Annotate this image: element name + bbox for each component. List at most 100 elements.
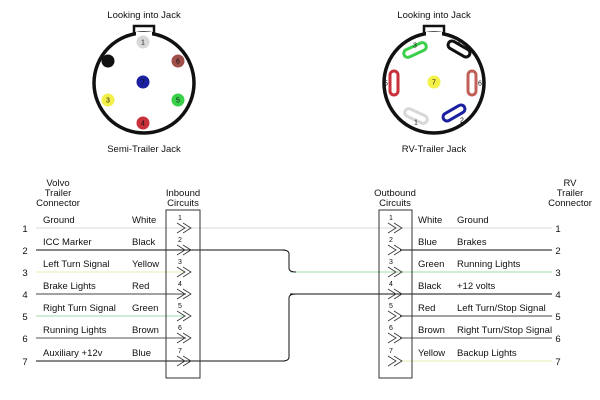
pin-4 — [136, 116, 150, 130]
circuit-chevron — [176, 310, 192, 322]
jack-heading: Looking into Jack — [397, 10, 471, 21]
right-pin-number: 1 — [555, 224, 560, 235]
circuit-chevron — [387, 244, 403, 256]
left-circuit-label: ICC Marker — [43, 237, 92, 248]
inbound-row-4: 4 Brake Lights Red 4 — [22, 281, 192, 301]
circuit-chevron — [387, 332, 403, 344]
pin-number: 5 — [384, 81, 388, 88]
right-wire-color: Black — [418, 281, 441, 292]
circuit-chevron — [176, 222, 192, 234]
pin-3 — [402, 41, 428, 59]
outbound-row-7: 7 Yellow Backup Lights 7 — [387, 348, 561, 368]
pin-number: 6 — [478, 81, 482, 88]
pin-1 — [403, 107, 429, 125]
right-circuit-label: +12 volts — [457, 281, 496, 292]
right-wire-color: Yellow — [418, 348, 445, 359]
left-pin-number: 5 — [22, 312, 27, 323]
outbound-circuit-number: 6 — [389, 325, 393, 332]
pin-number: 3 — [413, 43, 417, 50]
right-circuit-label: Running Lights — [457, 259, 521, 270]
pin-6 — [466, 69, 478, 97]
pin-4 — [446, 39, 472, 59]
right-pin-number: 2 — [555, 246, 560, 257]
left-pin-number: 3 — [22, 268, 27, 279]
pin-number: 3 — [106, 98, 110, 105]
outbound-circuit-number: 4 — [389, 281, 393, 288]
inbound-circuit-number: 3 — [178, 259, 182, 266]
cross-connection-7-to-4 — [281, 293, 297, 362]
inbound-circuit-number: 5 — [178, 303, 182, 310]
right-circuit-label: Right Turn/Stop Signal — [457, 325, 552, 336]
pin-number: 5 — [176, 98, 180, 105]
inbound-row-6: 6 Running Lights Brown 6 — [22, 325, 192, 345]
right-pin-number: 5 — [555, 312, 560, 323]
inbound-box-title: Circuits — [167, 198, 199, 209]
right-connector-title: Trailer — [557, 188, 584, 199]
left-wire-color: Green — [132, 303, 158, 314]
pin-2 — [441, 103, 467, 123]
right-circuit-label: Brakes — [457, 237, 487, 248]
inbound-circuit-number: 1 — [178, 215, 182, 222]
circuit-chevron — [176, 355, 192, 367]
right-wire-color: Brown — [418, 325, 445, 336]
outbound-row-1: 1 White Ground 1 — [387, 215, 561, 235]
right-connector-title: RV — [563, 178, 577, 189]
right-wire-color: Green — [418, 259, 444, 270]
right-circuit-label: Ground — [457, 215, 489, 226]
pin-number: 7 — [432, 80, 436, 87]
outbound-circuit-number: 2 — [389, 237, 393, 244]
jack-caption: RV-Trailer Jack — [402, 144, 467, 155]
outbound-circuit-number: 5 — [389, 303, 393, 310]
circuit-chevron — [387, 222, 403, 234]
circuit-chevron — [387, 355, 403, 367]
pin-number: 7 — [141, 80, 145, 87]
left-pin-number: 4 — [22, 290, 27, 301]
outbound-circuits-box — [378, 209, 413, 379]
outbound-row-3: 3 Green Running Lights 3 — [290, 259, 561, 279]
circuit-chevron — [387, 310, 403, 322]
right-circuit-label: Left Turn/Stop Signal — [457, 303, 546, 314]
left-wire-color: Red — [132, 281, 149, 292]
pin-number: 1 — [141, 40, 145, 47]
pin-6 — [171, 54, 185, 68]
pin-number: 2 — [106, 59, 110, 66]
outbound-box-title: Circuits — [379, 198, 411, 209]
circuit-chevron — [176, 288, 192, 300]
left-wire-color: Blue — [132, 348, 151, 359]
inbound-circuits-box — [165, 209, 201, 379]
left-connector-title: Trailer — [45, 188, 72, 199]
pin-1 — [136, 35, 150, 49]
right-wire-color: White — [418, 215, 442, 226]
pin-5 — [171, 93, 185, 107]
right-wire-color: Blue — [418, 237, 437, 248]
right-connector-title: Connector — [548, 198, 592, 209]
inbound-circuit-number: 4 — [178, 281, 182, 288]
circuit-chevron — [387, 266, 403, 278]
outbound-row-5: 5 Red Left Turn/Stop Signal 5 — [387, 303, 561, 323]
pin-number: 4 — [457, 41, 461, 48]
left-pin-number: 6 — [22, 334, 27, 345]
circuit-chevron — [176, 266, 192, 278]
right-circuit-label: Backup Lights — [457, 348, 517, 359]
jack-key-gap — [426, 32, 442, 38]
semi-jack: Looking into Jack 1 2 3 4 5 6 7 Semi-Trailer Jac… — [92, 10, 196, 155]
pin-7 — [136, 75, 150, 89]
jack-key-gap — [136, 32, 152, 38]
inbound-row-1: 1 Ground White 1 — [22, 215, 400, 235]
pin-number: 6 — [176, 59, 180, 66]
inbound-circuit-number: 7 — [178, 348, 182, 355]
left-pin-number: 1 — [22, 224, 27, 235]
outbound-circuit-number: 7 — [389, 348, 393, 355]
left-connector-title: Connector — [36, 198, 80, 209]
pin-5 — [388, 69, 400, 97]
pin-number: 1 — [414, 120, 418, 127]
pin-number: 2 — [460, 118, 464, 125]
inbound-row-3: 3 Left Turn Signal Yellow 3 — [22, 259, 192, 279]
right-wire-color: Red — [418, 303, 435, 314]
left-connector-title: Volvo — [46, 178, 69, 189]
right-pin-number: 7 — [555, 357, 560, 368]
outbound-row-4: 4 Black +12 volts 4 — [290, 281, 561, 301]
